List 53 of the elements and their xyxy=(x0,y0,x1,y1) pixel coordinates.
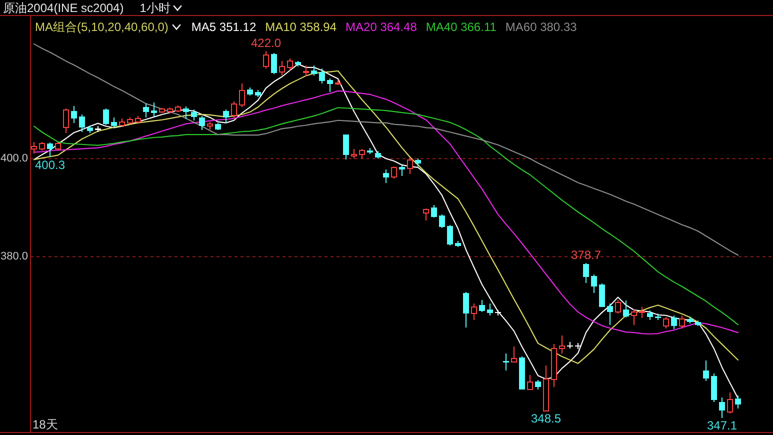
candlestick xyxy=(583,262,589,284)
candlestick xyxy=(535,380,541,390)
candlestick xyxy=(591,274,597,294)
candlestick xyxy=(703,360,709,382)
candlestick xyxy=(199,115,205,131)
candlestick xyxy=(143,103,149,118)
y-tick-label: 380.0 xyxy=(0,250,28,263)
candlestick xyxy=(719,397,725,418)
candlestick xyxy=(447,224,453,246)
candlestick xyxy=(503,353,509,371)
candlestick xyxy=(463,291,469,328)
text: MA40 366.11 xyxy=(426,20,496,34)
candlestick xyxy=(671,314,677,330)
candlestick xyxy=(607,303,613,326)
text: MA10 358.94 xyxy=(265,20,337,34)
candlestick xyxy=(647,310,653,320)
candlestick xyxy=(383,168,389,184)
candlestick xyxy=(183,106,189,120)
text: MA5 351.12 xyxy=(191,20,256,34)
candlestick xyxy=(223,109,229,124)
candlestick xyxy=(111,116,117,128)
y-tick-label: 400.0 xyxy=(0,152,28,165)
annotation: 400.3 xyxy=(34,158,66,172)
candlestick xyxy=(431,204,437,218)
candlestick xyxy=(79,114,85,133)
chart-subtitle: 1小时 xyxy=(140,0,170,14)
candlestick xyxy=(487,303,493,316)
candlestick xyxy=(479,300,485,312)
candlestick xyxy=(327,78,333,92)
annotation: 348.5 xyxy=(530,412,562,426)
candlestick xyxy=(599,283,605,308)
candlestick xyxy=(343,134,349,160)
candlestick xyxy=(151,102,157,118)
annotation: 422.0 xyxy=(250,36,282,50)
candlestick xyxy=(559,334,565,354)
chart-title: 原油2004(INE sc2004) xyxy=(3,0,124,14)
candlestick xyxy=(439,214,445,229)
candlestick xyxy=(399,164,405,177)
candlestick xyxy=(103,108,109,126)
candlestick xyxy=(311,64,317,76)
annotation: 378.7 xyxy=(570,248,602,262)
annotation: 347.1 xyxy=(706,418,738,433)
candlestick xyxy=(319,68,325,84)
candlestick xyxy=(271,52,277,74)
candlestick xyxy=(623,300,629,318)
candlestick xyxy=(47,142,53,158)
candlestick xyxy=(191,109,197,121)
annotation: 18天 xyxy=(32,418,58,432)
text: MA20 364.48 xyxy=(346,20,417,34)
candlestick xyxy=(71,106,77,124)
text: MA60 380.33 xyxy=(505,20,577,34)
candlestick xyxy=(735,395,741,409)
legend-title: MA组合(5,10,20,40,60,0) xyxy=(35,20,168,34)
